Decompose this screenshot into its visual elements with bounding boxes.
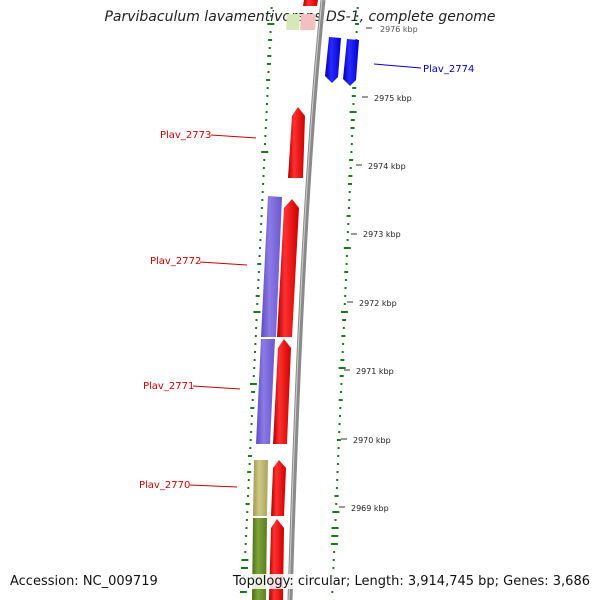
feature-purple-2771 [256, 339, 275, 444]
partial-feature-top-red [303, 0, 318, 6]
leader-plav-2772 [199, 261, 248, 266]
ruler: 2976 kbp 2975 kbp 2974 kbp 2973 kbp 2972… [339, 25, 418, 513]
feature-khaki-2770 [253, 460, 268, 516]
gene-plav-2772-forward [277, 199, 299, 337]
ruler-label: 2973 kbp [363, 230, 401, 239]
map-title: Parvibaculum lavamentivorans DS-1, compl… [104, 9, 496, 25]
genome-backbone [287, 0, 326, 600]
genome-backbone-highlight [288, 0, 323, 600]
leader-plav-2773 [210, 134, 257, 139]
gene-label-plav-2774[interactable]: Plav_2774 [423, 64, 474, 75]
leader-plav-2770 [189, 484, 238, 488]
accession-text: Accession: NC_009719 [8, 574, 160, 589]
gene-plav-2770-forward [271, 460, 286, 516]
ruler-label: 2974 kbp [368, 162, 406, 171]
leader-plav-2774 [373, 63, 422, 69]
gene-plav-2771-forward [273, 339, 291, 444]
genome-summary-text: Topology: circular; Length: 3,914,745 bp… [230, 574, 592, 589]
ruler-label: 2976 kbp [380, 25, 418, 34]
ruler-label: 2971 kbp [356, 367, 394, 376]
partial-feature-top-green [286, 14, 300, 30]
gene-label-plav-2770[interactable]: Plav_2770 [139, 480, 190, 491]
ruler-label: 2970 kbp [353, 436, 391, 445]
feature-purple-2772 [261, 196, 282, 337]
ruler-label: 2972 kbp [359, 299, 397, 308]
gene-plav-2773 [288, 107, 305, 178]
gene-plav-2774-a [325, 37, 341, 83]
ruler-label: 2969 kbp [351, 504, 389, 513]
ruler-label: 2975 kbp [374, 94, 412, 103]
gene-label-plav-2773[interactable]: Plav_2773 [160, 130, 211, 141]
leader-plav-2771 [192, 385, 241, 390]
gene-label-plav-2772[interactable]: Plav_2772 [150, 256, 201, 267]
gene-plav-2774-b [343, 39, 359, 86]
partial-feature-top-pink [300, 14, 316, 30]
gene-label-plav-2771[interactable]: Plav_2771 [143, 381, 194, 392]
